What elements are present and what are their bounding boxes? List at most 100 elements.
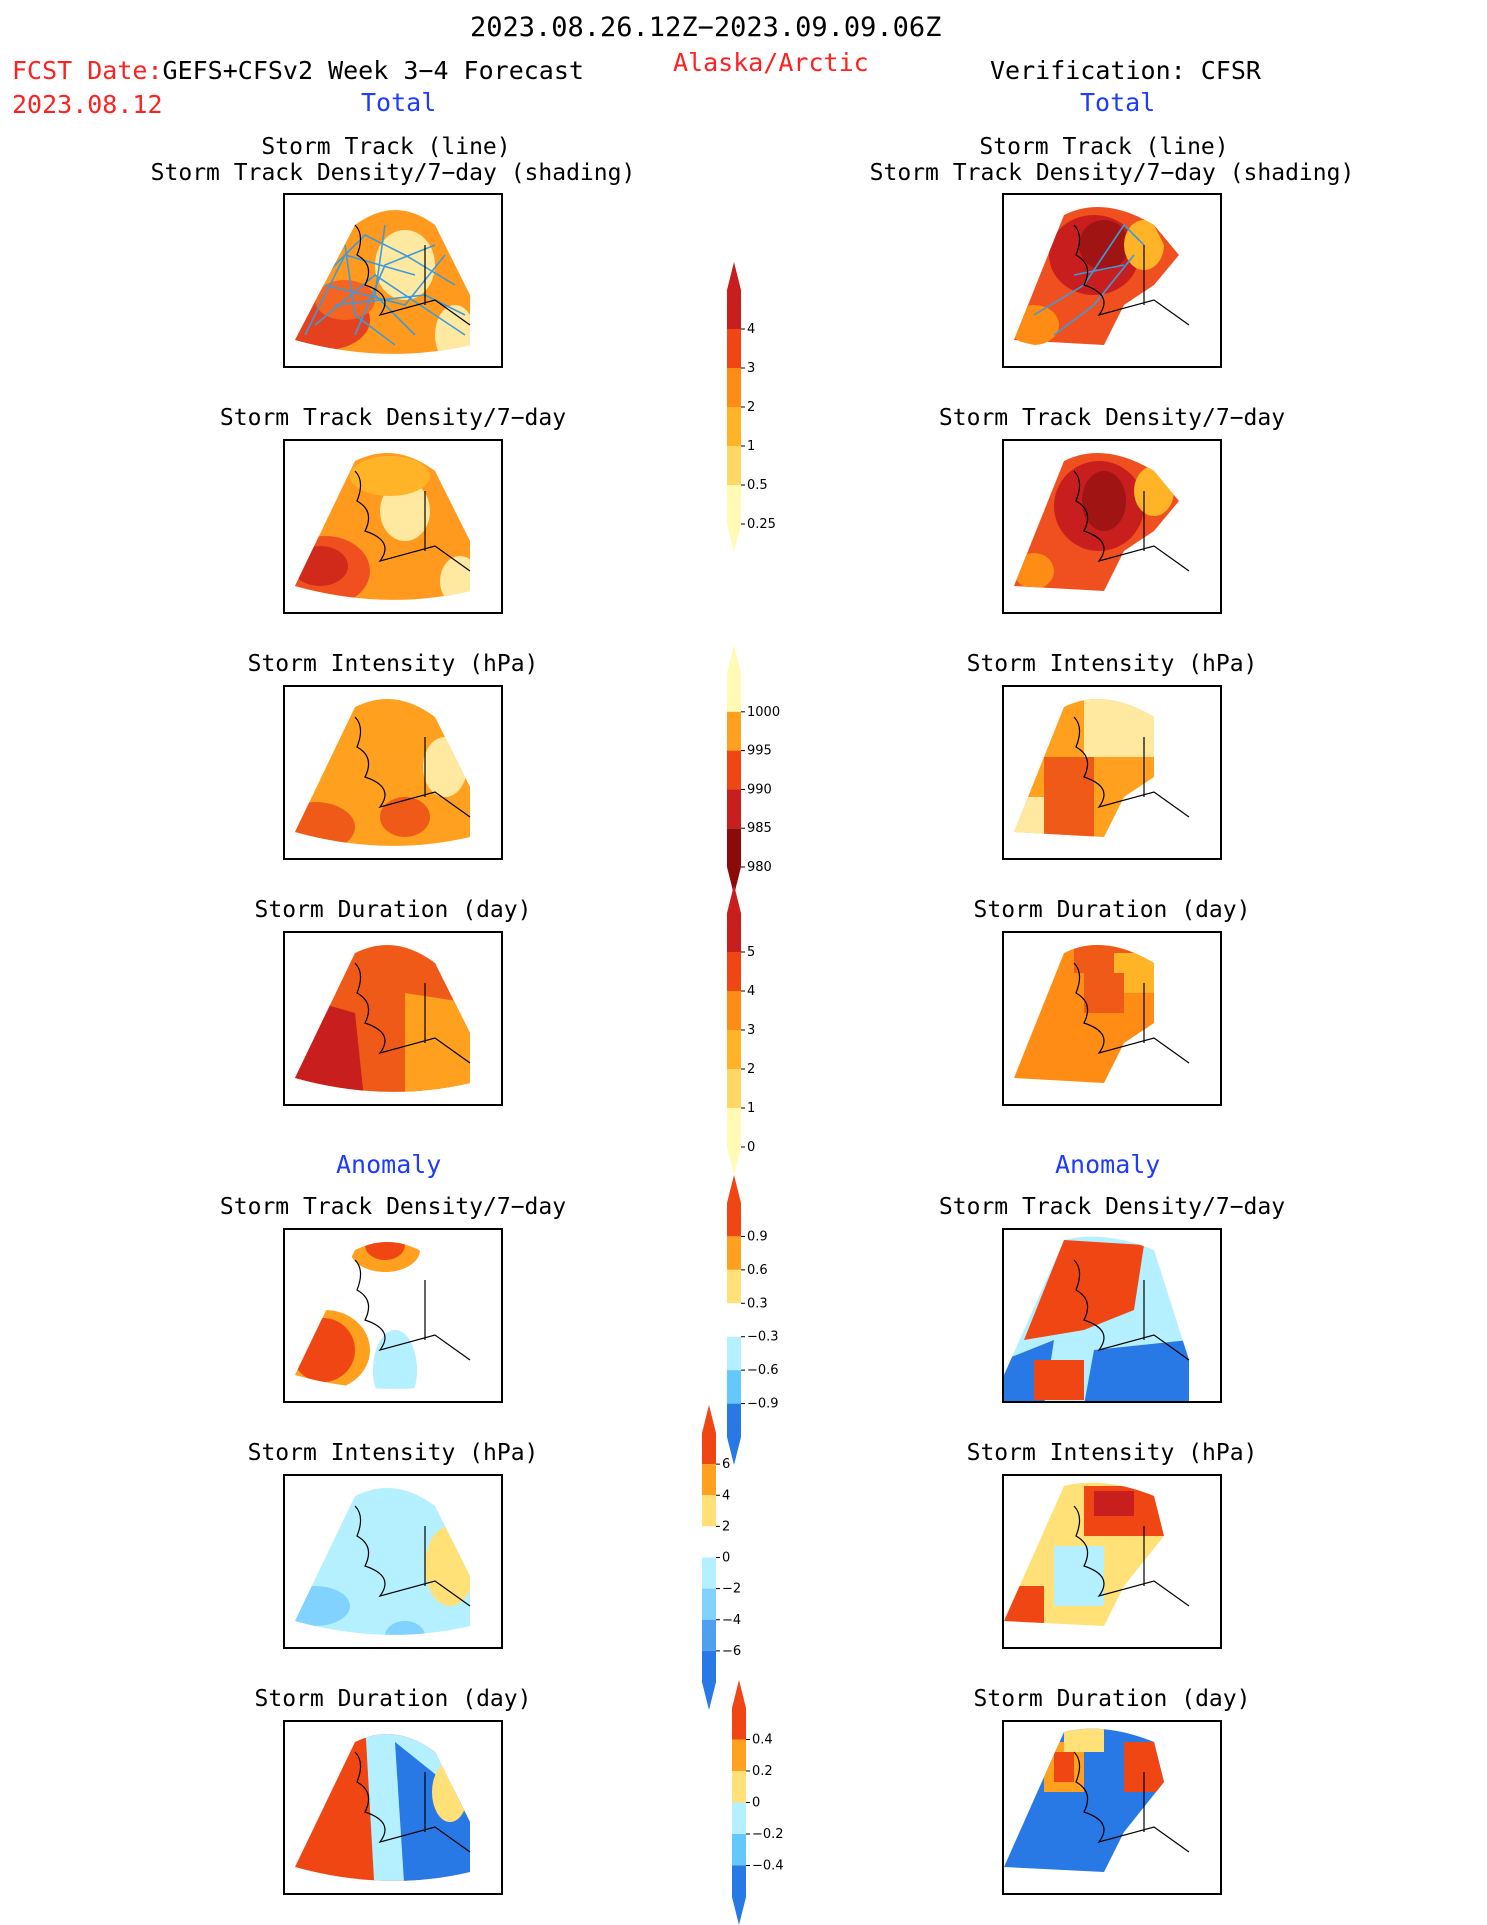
map-left-duration — [283, 931, 503, 1106]
colorbar-label: 2 — [747, 400, 755, 415]
colorbar-label: 0.5 — [747, 478, 768, 493]
colorbar-segment — [727, 1269, 741, 1304]
right-track-shading-title: Storm Track Density/7−day (shading) — [869, 160, 1355, 186]
left-duration-title: Storm Duration (day) — [254, 897, 532, 923]
right-density-title: Storm Track Density/7−day — [938, 405, 1286, 431]
colorbar-label: −6 — [722, 1644, 741, 1659]
colorbar-segment — [702, 1557, 716, 1589]
model-label: GEFS+CFSv2 Week 3−4 Forecast — [162, 56, 584, 85]
colorbar-segment — [727, 1175, 741, 1237]
map-svg — [295, 453, 471, 600]
colorbar-label: 980 — [747, 860, 772, 875]
colorbar-segment — [727, 1236, 741, 1270]
left-anom-density-title: Storm Track Density/7−day — [219, 1194, 567, 1220]
colorbar-segment — [732, 1865, 746, 1925]
colorbar-label: 6 — [722, 1457, 730, 1472]
colorbar-segment — [727, 828, 741, 895]
map-svg — [1004, 1236, 1190, 1401]
verification-label: Verification: CFSR — [990, 56, 1261, 85]
left-anomaly-label: Anomaly — [336, 1150, 442, 1179]
colorbar-segment — [732, 1771, 746, 1803]
left-track-shading-title: Storm Track Density/7−day (shading) — [150, 160, 636, 186]
colorbar-segment — [702, 1405, 716, 1465]
map-right-track — [1002, 193, 1222, 368]
colorbar-segment — [702, 1464, 716, 1496]
colorbar-label: −0.9 — [747, 1397, 779, 1412]
colorbar-label: 0.3 — [747, 1296, 768, 1311]
colorbar-segment — [702, 1526, 716, 1558]
colorbar-segment — [727, 1336, 741, 1371]
map-svg — [295, 945, 471, 1092]
map-left-anom-duration — [283, 1720, 503, 1895]
colorbar-label: −4 — [722, 1613, 741, 1628]
colorbar-label: 995 — [747, 744, 772, 759]
colorbar-segment — [727, 262, 741, 329]
right-anom-duration-title: Storm Duration (day) — [973, 1686, 1251, 1712]
colorbar-segment — [727, 1403, 741, 1465]
colorbar-segment — [702, 1588, 716, 1620]
right-anom-density-title: Storm Track Density/7−day — [938, 1194, 1286, 1220]
map-right-anom-intensity — [1002, 1474, 1222, 1649]
colorbar-label: 0 — [722, 1551, 730, 1566]
colorbar-segment — [702, 1495, 716, 1527]
map-right-anom-duration — [1002, 1720, 1222, 1895]
left-total-label: Total — [361, 88, 437, 117]
colorbar-label: 0.4 — [752, 1733, 773, 1748]
map-left-intensity — [283, 685, 503, 860]
map-right-intensity — [1002, 685, 1222, 860]
region-label: Alaska/Arctic — [673, 48, 869, 77]
colorbar-segment — [727, 991, 741, 1030]
period-title: 2023.08.26.12Z−2023.09.09.06Z — [470, 12, 942, 43]
map-svg — [1014, 207, 1190, 345]
colorbar-intensity: 1000 995 990 985 980 — [727, 645, 780, 895]
colorbar-segment — [727, 407, 741, 446]
colorbar-label: 0.6 — [747, 1263, 768, 1278]
colorbar-label: 2 — [722, 1519, 730, 1534]
colorbar-label: 985 — [747, 821, 772, 836]
colorbar-label: 0.2 — [752, 1764, 773, 1779]
colorbar-anom-intensity: 6 4 2 0 −2 −4 −6 — [702, 1405, 741, 1710]
colorbar-label: −2 — [722, 1582, 741, 1597]
colorbar-density: 4 3 2 1 0.5 0.25 — [727, 262, 776, 552]
map-svg — [1004, 1482, 1190, 1626]
map-svg — [295, 699, 471, 846]
colorbar-label: 990 — [747, 782, 772, 797]
map-svg — [295, 1488, 471, 1635]
map-svg — [1004, 1728, 1190, 1872]
colorbar-segment — [727, 1069, 741, 1108]
right-anom-intensity-title: Storm Intensity (hPa) — [966, 1440, 1258, 1466]
colorbar-anom-duration: 0.4 0.2 0 −0.2 −0.4 — [732, 1680, 784, 1925]
right-track-line-title: Storm Track (line) — [979, 134, 1229, 160]
colorbar-segment — [727, 1030, 741, 1069]
colorbar-segment — [727, 1303, 741, 1337]
colorbar-label: 1 — [747, 1101, 755, 1116]
colorbar-segment — [727, 885, 741, 952]
colorbar-anom-density: 0.9 0.6 0.3 −0.3 −0.6 −0.9 — [727, 1175, 779, 1465]
colorbar-label: 4 — [722, 1488, 730, 1503]
colorbar-duration: 5 4 3 2 1 0 — [727, 885, 755, 1175]
map-svg — [295, 1734, 471, 1881]
left-density-title: Storm Track Density/7−day — [219, 405, 567, 431]
colorbar-segment — [732, 1739, 746, 1771]
colorbar-segment — [727, 645, 741, 712]
fcst-label: FCST Date: — [12, 56, 163, 85]
map-svg — [295, 210, 471, 354]
map-left-anom-intensity — [283, 1474, 503, 1649]
colorbar-label: 0 — [752, 1796, 760, 1811]
left-intensity-title: Storm Intensity (hPa) — [247, 651, 539, 677]
colorbar-label: 1 — [747, 439, 755, 454]
left-anom-intensity-title: Storm Intensity (hPa) — [247, 1440, 539, 1466]
colorbar-segment — [727, 1370, 741, 1404]
colorbar-segment — [727, 711, 741, 751]
colorbar-label: 0.25 — [747, 517, 776, 532]
colorbar-segment — [732, 1680, 746, 1740]
map-left-track — [283, 193, 503, 368]
colorbar-label: 3 — [747, 1023, 755, 1038]
map-svg — [1014, 699, 1190, 837]
colorbar-segment — [702, 1619, 716, 1651]
colorbar-segment — [727, 368, 741, 407]
colorbar-segment — [732, 1802, 746, 1834]
colorbar-label: 0 — [747, 1140, 755, 1155]
colorbar-label: −0.6 — [747, 1363, 779, 1378]
colorbar-label: 3 — [747, 361, 755, 376]
